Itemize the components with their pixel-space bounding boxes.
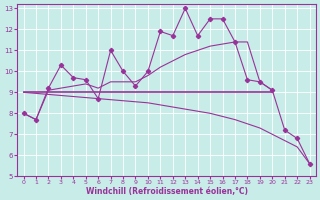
X-axis label: Windchill (Refroidissement éolien,°C): Windchill (Refroidissement éolien,°C) (85, 187, 248, 196)
